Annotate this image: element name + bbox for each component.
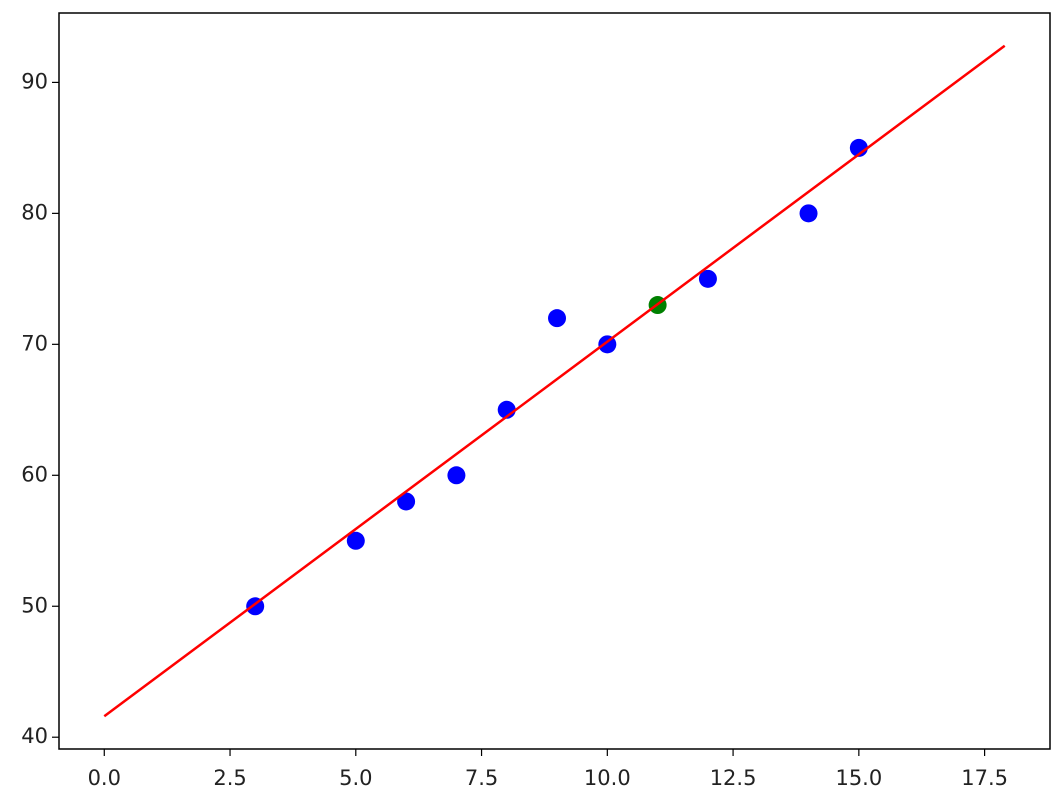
- x-tick-label: 0.0: [88, 766, 121, 790]
- x-tick-label: 10.0: [584, 766, 631, 790]
- y-tick-label: 50: [21, 593, 48, 617]
- y-tick-label: 90: [21, 69, 48, 93]
- fit-line: [103, 44, 1006, 718]
- y-tick-label: 40: [21, 724, 48, 748]
- point: [447, 466, 466, 485]
- point: [698, 269, 717, 288]
- x-tick-label: 15.0: [835, 766, 882, 790]
- x-tick-label: 17.5: [961, 766, 1008, 790]
- x-tick-label: 12.5: [710, 766, 757, 790]
- point: [548, 309, 567, 328]
- x-tick-label: 2.5: [213, 766, 246, 790]
- y-tick-label: 70: [21, 331, 48, 355]
- y-tick-label: 60: [21, 462, 48, 486]
- point: [799, 204, 818, 223]
- point: [397, 492, 416, 511]
- axes-frame: [58, 12, 1051, 750]
- x-tick-label: 7.5: [465, 766, 498, 790]
- point: [346, 531, 365, 550]
- y-tick-label: 80: [21, 200, 48, 224]
- x-tick-label: 5.0: [339, 766, 372, 790]
